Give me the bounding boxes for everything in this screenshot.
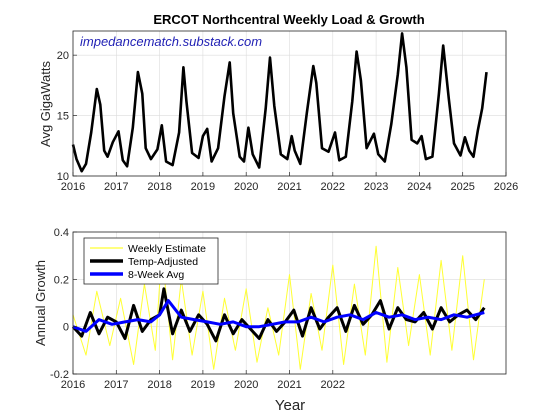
growth-chart: 2016 2017 2018 2019 2020 2021 2022 -0.2 0 0.2 0.4… xyxy=(33,227,507,414)
growth-x-axis-label: Year xyxy=(275,397,305,414)
y-tick-label: 20 xyxy=(57,50,69,62)
y-tick-label: 10 xyxy=(57,171,69,183)
series-line-weekly-estimate xyxy=(72,245,485,370)
x-tick-label: 2020 xyxy=(234,181,258,193)
load-x-ticks: 2016 2017 2018 2019 2020 2021 2022 2023 2024 2025… xyxy=(61,172,518,193)
x-tick-label: 2021 xyxy=(277,181,301,193)
growth-x-ticks: 2016 2017 2018 2019 2020 2021 2022 xyxy=(61,370,345,391)
series-line-8-week-avg xyxy=(72,299,485,333)
load-y-ticks: 10 15 20 xyxy=(57,50,77,183)
growth-legend: Weekly Estimate Temp-Adjusted 8-Week Avg xyxy=(83,237,219,285)
watermark-annotation: impedancematch.substack.com xyxy=(80,34,262,49)
x-tick-label: 2018 xyxy=(147,379,171,391)
x-tick-label: 2019 xyxy=(191,379,215,391)
x-tick-label: 2017 xyxy=(104,379,128,391)
chart-title: ERCOT Northcentral Weekly Load & Growth xyxy=(153,12,424,27)
x-tick-label: 2025 xyxy=(450,181,474,193)
x-tick-label: 2019 xyxy=(191,181,215,193)
legend-label-weekly: Weekly Estimate xyxy=(128,243,206,255)
legend-label-temp-adjusted: Temp-Adjusted xyxy=(128,256,198,268)
series-line-temp-adjusted xyxy=(71,287,486,343)
legend-label-8-week-avg: 8-Week Avg xyxy=(128,269,184,281)
load-chart: 2016 2017 2018 2019 2020 2021 2022 2023 2024 2025… xyxy=(38,12,518,193)
x-tick-label: 2024 xyxy=(407,181,431,193)
growth-y-axis-label: Annual Growth xyxy=(33,260,48,346)
x-tick-label: 2021 xyxy=(277,379,301,391)
growth-series xyxy=(71,245,486,370)
x-tick-label: 2016 xyxy=(61,181,85,193)
x-tick-label: 2020 xyxy=(234,379,258,391)
series-line-load xyxy=(71,32,488,173)
x-tick-label: 2023 xyxy=(364,181,388,193)
y-tick-label: -0.2 xyxy=(50,369,69,381)
load-series xyxy=(71,32,488,173)
x-tick-label: 2022 xyxy=(321,181,345,193)
load-y-axis-label: Avg GigaWatts xyxy=(38,61,53,147)
x-tick-label: 2022 xyxy=(321,379,345,391)
growth-y-ticks: -0.2 0 0.2 0.4 xyxy=(50,227,77,381)
y-tick-label: 0.2 xyxy=(54,274,69,286)
x-tick-label: 2017 xyxy=(104,181,128,193)
x-tick-label: 2018 xyxy=(147,181,171,193)
y-tick-label: 0 xyxy=(63,322,69,334)
x-tick-label: 2026 xyxy=(494,181,518,193)
x-tick-label: 2016 xyxy=(61,379,85,391)
y-tick-label: 15 xyxy=(57,111,69,123)
y-tick-label: 0.4 xyxy=(54,227,69,239)
